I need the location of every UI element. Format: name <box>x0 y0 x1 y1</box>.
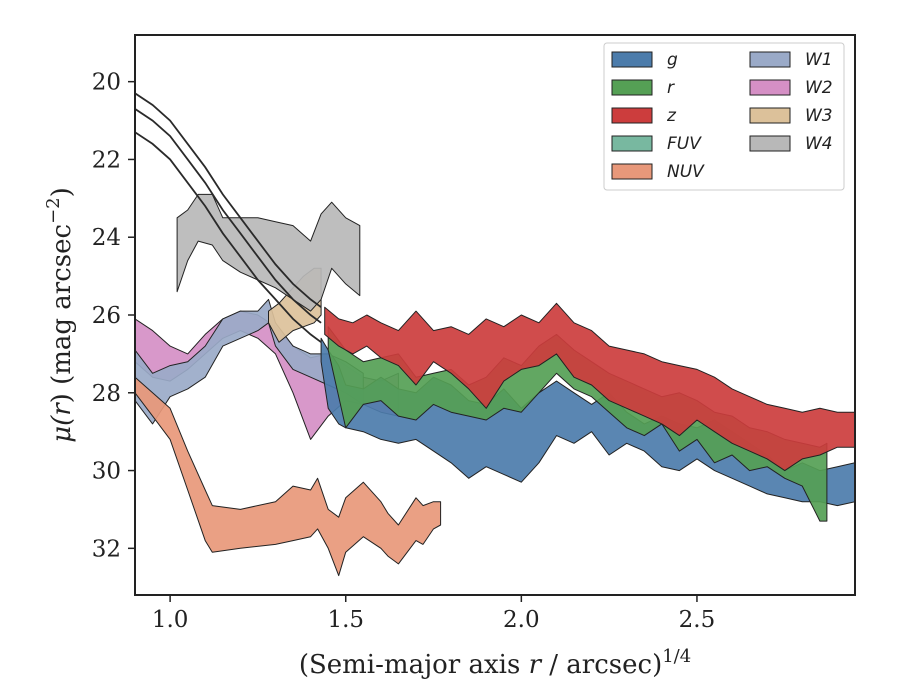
y-axis-label-mid: ) (mag arcsec <box>47 224 77 403</box>
model-line-3 <box>135 131 322 343</box>
x-tick-label: 1.0 <box>152 607 189 633</box>
x-axis-label: (Semi-major axis r / arcsec)1/4 <box>299 646 691 680</box>
x-axis-label-rest: / arcsec) <box>541 650 662 680</box>
y-tick-label: 24 <box>92 225 121 251</box>
legend-swatch-g <box>611 51 653 68</box>
y-axis-label: μ(r) (mag arcsec−2) <box>43 187 77 443</box>
legend-label-fuv: FUV <box>667 134 702 154</box>
y-tick-label: 30 <box>92 459 121 485</box>
band-z <box>324 302 855 472</box>
x-axis: 1.0 1.5 2.0 2.5 <box>152 595 715 633</box>
model-lines-layer <box>135 92 322 343</box>
band-w4 <box>176 193 361 312</box>
model-line-1 <box>135 92 322 308</box>
y-tick-label: 26 <box>92 303 121 329</box>
bands-layer <box>135 193 855 577</box>
model-line-2 <box>135 108 322 324</box>
x-axis-label-sup: 1/4 <box>662 646 691 667</box>
legend-swatch-nuv <box>611 163 653 180</box>
x-tick-label: 2.5 <box>679 607 716 633</box>
legend-label-w3: W3 <box>805 106 833 126</box>
legend-swatch-fuv <box>611 135 653 152</box>
band-nuv <box>135 376 442 577</box>
x-tick-label: 2.0 <box>503 607 540 633</box>
y-axis-label-sup: −2 <box>43 197 64 224</box>
legend-label-w1: W1 <box>805 50 833 70</box>
legend-swatch-w1 <box>749 51 791 68</box>
x-axis-label-main: (Semi-major axis <box>299 650 529 680</box>
legend-swatch-w3 <box>749 107 791 124</box>
legend-swatch-w4 <box>749 135 791 152</box>
legend-swatch-w2 <box>749 79 791 96</box>
y-tick-label: 22 <box>92 147 121 173</box>
legend-label-g: g <box>667 50 678 70</box>
y-axis-label-pre: μ( <box>47 415 77 443</box>
y-axis: 20 22 24 26 28 30 32 <box>92 70 135 562</box>
legend: grz FUV NUV W1 W2 W3 W4 <box>603 42 845 191</box>
legend-label-r: r <box>667 78 675 98</box>
y-tick-label: 28 <box>92 381 121 407</box>
x-axis-label-var: r <box>529 650 543 680</box>
legend-label-w2: W2 <box>805 78 833 98</box>
y-tick-label: 20 <box>92 70 121 96</box>
y-tick-label: 32 <box>92 536 121 562</box>
legend-label-nuv: NUV <box>667 162 705 182</box>
legend-swatch-z <box>611 107 653 124</box>
x-tick-label: 1.5 <box>327 607 364 633</box>
legend-label-z: z <box>666 106 677 126</box>
legend-swatch-r <box>611 79 653 96</box>
y-axis-label-post: ) <box>47 187 77 197</box>
y-axis-label-var: r <box>47 402 77 416</box>
legend-label-w4: W4 <box>805 134 833 154</box>
